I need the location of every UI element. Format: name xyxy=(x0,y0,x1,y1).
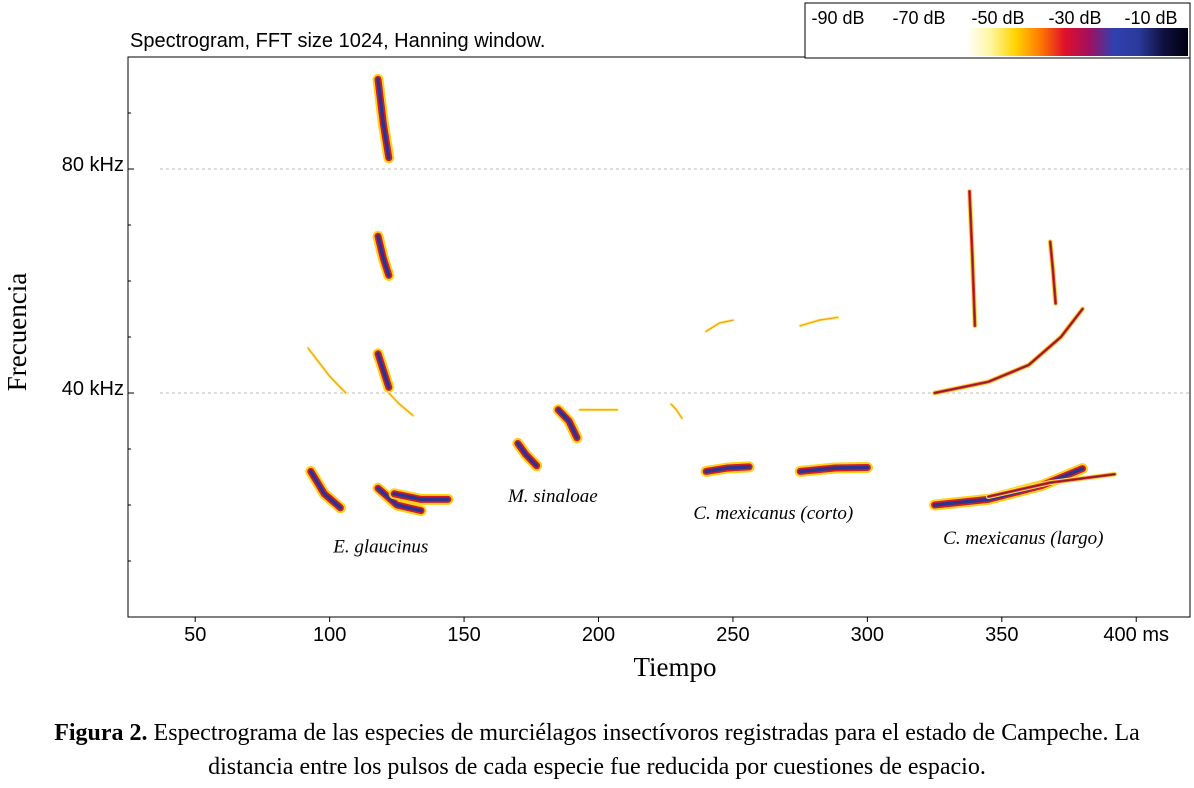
species-label: M. sinaloae xyxy=(507,486,598,507)
x-tick-label: 100 xyxy=(313,624,346,646)
pulse-core xyxy=(556,408,579,440)
pulse-core xyxy=(933,308,1084,394)
pulse-core xyxy=(704,465,751,474)
caption-label: Figura 2. xyxy=(54,720,148,746)
colorbar-label: -10 dB xyxy=(1124,8,1177,28)
spectrogram-subtitle: Spectrogram, FFT size 1024, Hanning wind… xyxy=(130,30,546,52)
x-tick-label: 400 ms xyxy=(1103,624,1169,646)
species-label: C. mexicanus (largo) xyxy=(943,528,1103,549)
pulse-core xyxy=(987,473,1116,498)
colorbar-label: -50 dB xyxy=(971,8,1024,28)
pulse-core xyxy=(799,317,839,327)
x-tick-label: 300 xyxy=(851,624,884,646)
pulse-core xyxy=(968,190,976,327)
x-tick-label: 200 xyxy=(582,624,615,646)
pulse-core xyxy=(309,469,343,510)
spectrogram-chart: 40 kHz 80 kHz 50 100 150 200 250 300 350 400 ms Ti… xyxy=(2,2,1191,682)
colorbar-label: -70 dB xyxy=(892,8,945,28)
pulse-core xyxy=(376,352,391,390)
y-tick-label: 40 kHz xyxy=(62,378,124,400)
x-tick-label: 50 xyxy=(184,624,206,646)
colorbar-label: -90 dB xyxy=(811,8,864,28)
pulse-core xyxy=(388,392,414,416)
x-tick-label: 350 xyxy=(985,624,1018,646)
colorbar-label: -30 dB xyxy=(1048,8,1101,28)
x-tick-label: 250 xyxy=(716,624,749,646)
spectrogram-figure: Spectrogram, FFT size 1024, Hanning wind… xyxy=(2,2,1191,682)
species-label: C. mexicanus (corto) xyxy=(693,503,853,524)
pulse-core xyxy=(516,441,539,468)
x-axis-title: Tiempo xyxy=(633,652,716,682)
pulse-core xyxy=(307,347,347,394)
species-label: E. glaucinus xyxy=(332,537,428,558)
x-tick-label: 150 xyxy=(447,624,480,646)
colorbar-gradient xyxy=(966,28,1188,56)
pulse-core xyxy=(376,486,423,513)
y-axis-title: Frecuencia xyxy=(2,273,32,391)
pulse-core xyxy=(798,465,870,474)
figure-caption: Figura 2. Espectrograma de las especies … xyxy=(20,716,1174,784)
pulse-core xyxy=(1049,241,1057,305)
caption-text: Espectrograma de las especies de murciél… xyxy=(147,720,1140,780)
pulse-core xyxy=(376,77,391,160)
pulse-core xyxy=(670,403,683,419)
plot-area xyxy=(127,56,1191,618)
pulse-core xyxy=(392,492,450,502)
pulse-core xyxy=(376,234,391,278)
y-tick-label: 80 kHz xyxy=(62,154,124,176)
pulse-core xyxy=(705,319,734,332)
